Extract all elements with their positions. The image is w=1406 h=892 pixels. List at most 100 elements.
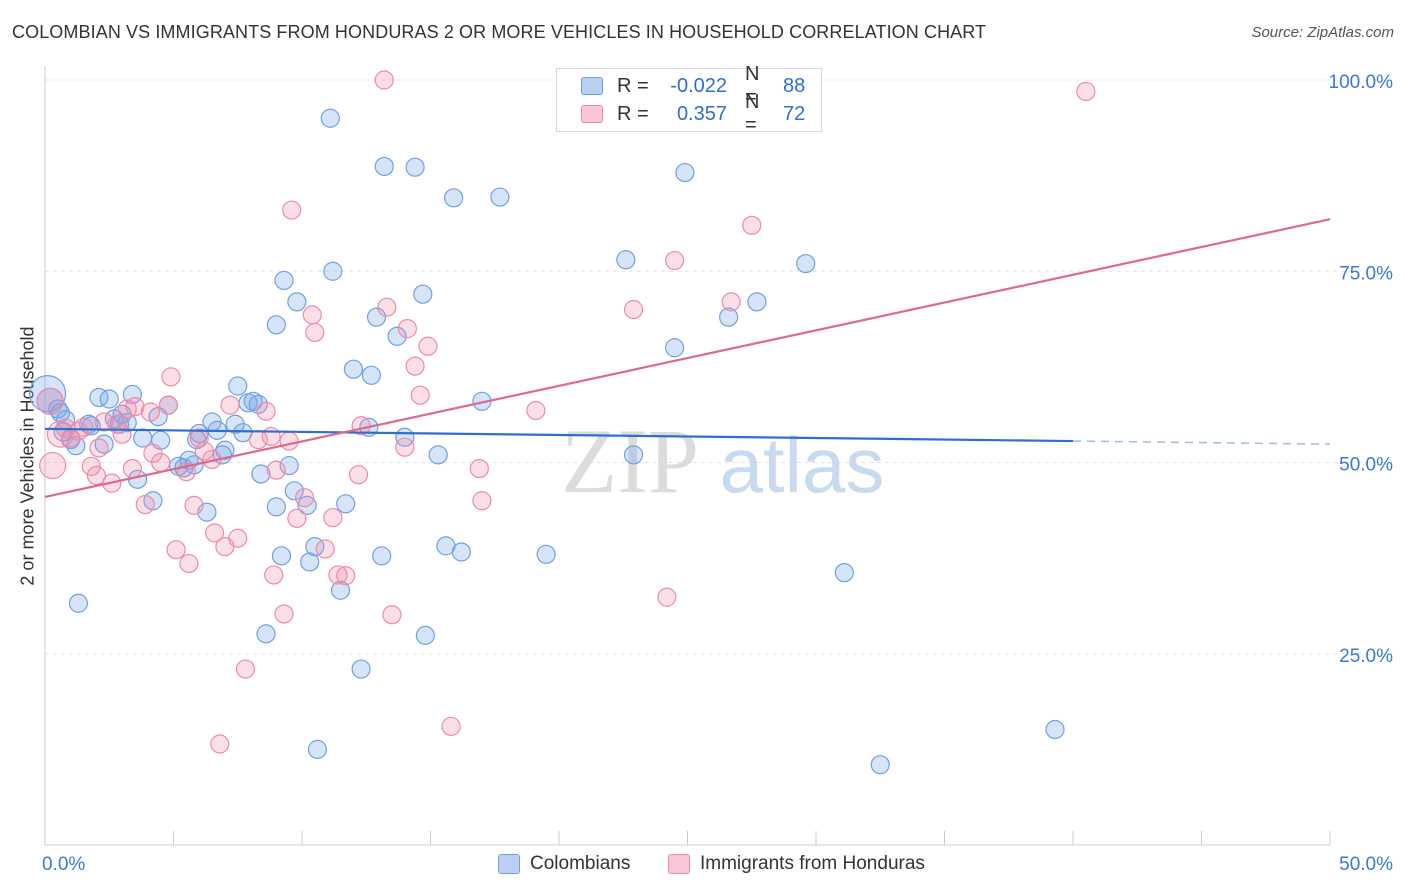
colombian-point (675, 162, 695, 183)
colombian-point (307, 739, 328, 759)
honduras-point (274, 604, 294, 624)
honduras-point (382, 605, 402, 625)
y-tick-label: 100.0% (1329, 72, 1394, 93)
honduras-point (256, 401, 276, 421)
colombian-point (274, 270, 294, 291)
y-tick-label: 25.0% (1339, 646, 1393, 667)
r-label: R = (617, 74, 649, 97)
grid-lines (45, 79, 1392, 655)
colombian-point (28, 375, 67, 413)
bottom-legend-label: Immigrants from Honduras (700, 853, 925, 874)
bottom-legend-honduras: Immigrants from Honduras (668, 851, 925, 877)
honduras-trend-line (44, 218, 1331, 499)
colombian-point (336, 494, 356, 514)
bottom-legend-colombians: Colombians (498, 851, 630, 877)
colombian-point (372, 546, 392, 566)
honduras-point (39, 451, 67, 480)
honduras-point (68, 421, 89, 441)
colombian-point (415, 625, 435, 645)
honduras-point (266, 460, 286, 480)
colombian-point (834, 563, 854, 583)
n-label: N = (745, 91, 760, 136)
bottom-legend-label: Colombians (530, 853, 631, 874)
honduras-point (742, 215, 762, 235)
colombian-point (300, 552, 320, 572)
honduras-point (287, 508, 307, 528)
r-value: 0.357 (676, 102, 727, 125)
legend-swatch-blue (581, 77, 603, 95)
legend-row-honduras: R = 0.357 N = 72 (581, 91, 805, 136)
n-value: 88 (783, 74, 806, 97)
honduras-point (623, 299, 644, 320)
honduras-point (135, 494, 155, 515)
colombian-point (297, 495, 317, 515)
colombian-point (366, 307, 387, 327)
honduras-point (305, 322, 325, 343)
colombian-trend-extension (1072, 440, 1331, 445)
honduras-point (179, 553, 199, 574)
colombian-point (287, 292, 307, 312)
colombian-point (490, 187, 510, 207)
honduras-point (264, 565, 284, 585)
honduras-point (282, 200, 302, 220)
honduras-point (374, 70, 394, 90)
colombian-point (228, 376, 248, 396)
trend-lines (44, 218, 1331, 499)
colombian-point (623, 445, 644, 465)
colombian-point (413, 284, 433, 304)
colombian-point (266, 315, 286, 335)
colombian-point (796, 254, 816, 274)
legend-swatch-pink (581, 105, 603, 123)
honduras-point (228, 528, 248, 548)
honduras-point (410, 385, 430, 405)
colombian-point (284, 481, 304, 501)
honduras-point (469, 459, 489, 479)
honduras-point (657, 587, 677, 607)
colombian-point (117, 413, 137, 433)
honduras-point (36, 387, 64, 415)
colombian-point (444, 188, 464, 208)
honduras-point (315, 539, 335, 559)
colombian-point (251, 464, 271, 484)
colombian-point (361, 365, 381, 385)
colombian-point (536, 544, 556, 564)
r-label: R = (617, 102, 649, 125)
honduras-point (166, 540, 186, 560)
honduras-point (441, 716, 461, 737)
honduras-point (328, 565, 348, 585)
honduras-point (161, 367, 181, 387)
tick-labels: 25.0% 50.0% 75.0% 100.0% 0.0% 50.0% (42, 72, 1393, 875)
colombian-point (870, 755, 890, 775)
honduras-point (140, 402, 160, 422)
honduras-point (279, 431, 299, 451)
honduras-point (184, 495, 204, 515)
colombian-point (428, 445, 448, 465)
colombian-point (330, 580, 351, 600)
honduras-point (348, 465, 369, 485)
colombian-point (719, 307, 739, 327)
colombian-point (1045, 719, 1065, 740)
colombian-point (405, 157, 425, 177)
legend-row-colombians: R = -0.022 N = 88 (581, 63, 806, 108)
watermark-atlas: atlas (720, 421, 885, 509)
colombian-point (747, 292, 767, 312)
honduras-point (323, 507, 343, 528)
colombian-point (616, 250, 636, 270)
honduras-point (112, 424, 132, 444)
colombian-point (387, 326, 407, 346)
colombian-point (122, 384, 142, 405)
honduras-point (125, 397, 145, 417)
honduras-point (418, 336, 438, 356)
honduras-point (665, 250, 685, 271)
honduras-point (86, 465, 107, 486)
honduras-point (526, 400, 546, 421)
honduras-point (117, 399, 137, 419)
colombian-point (94, 434, 114, 454)
bottom-legend-swatch-pink (668, 854, 690, 874)
honduras-point (721, 292, 741, 312)
colombian-point (256, 624, 276, 644)
x-tick-label: 0.0% (42, 854, 85, 875)
honduras-point (397, 319, 417, 339)
honduras-point (377, 297, 397, 317)
